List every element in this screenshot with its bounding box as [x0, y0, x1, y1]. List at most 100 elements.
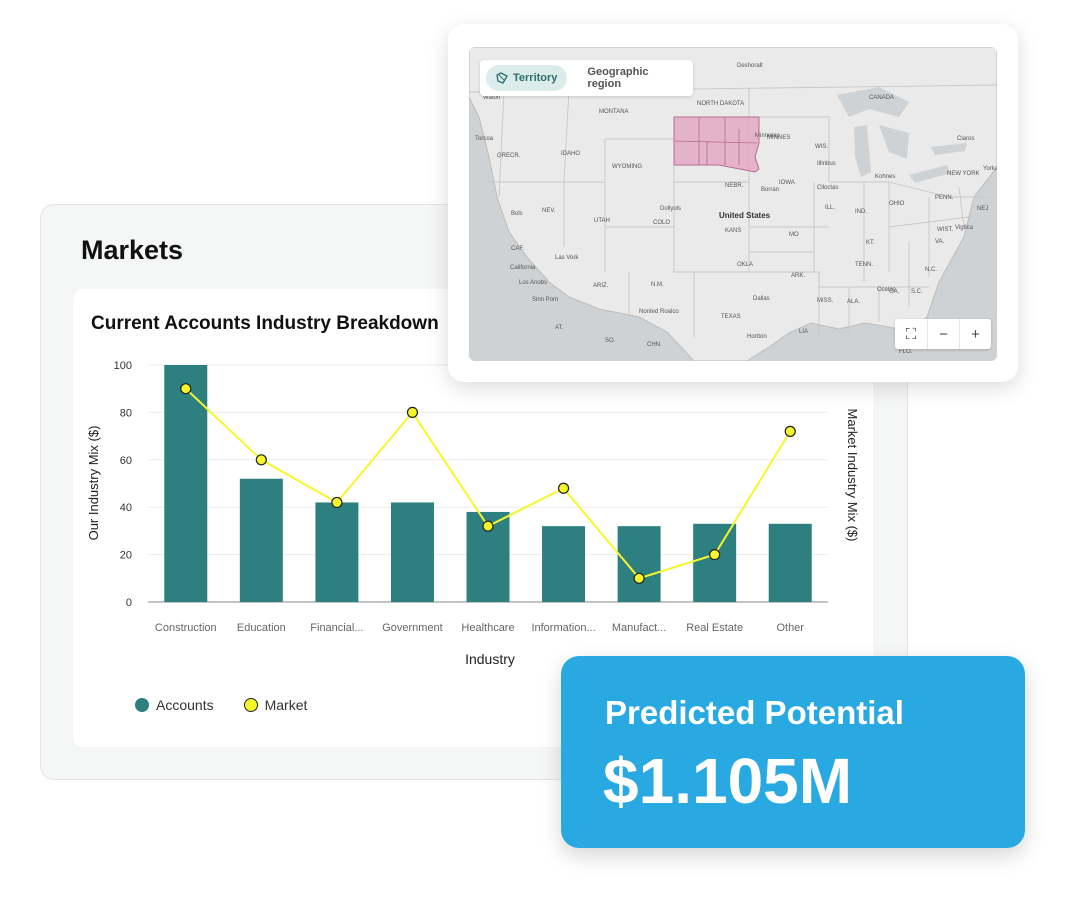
map-place-label: Minnerac [755, 133, 780, 139]
y-axis-label: Our Industry Mix ($) [86, 426, 101, 541]
map-place-label: Claros [957, 136, 974, 142]
y-tick-label: 40 [120, 502, 132, 514]
map-place-label: Torcoa [475, 136, 494, 142]
accounts-swatch-icon [135, 698, 149, 712]
bar-6 [542, 526, 586, 602]
map-place-label: ARK. [791, 273, 805, 279]
map-place-label: CANADA [869, 95, 894, 101]
map-place-label: GRECR. [497, 153, 521, 159]
lake-ontario [931, 143, 967, 155]
bar-4 [390, 502, 434, 602]
map-place-label: IND. [855, 209, 867, 215]
territory-map[interactable]: CANADA Deshoralt Waton MONTANA NORTH DAKOTA M… [469, 47, 997, 361]
tab-geographic-region[interactable]: Geographic region [577, 65, 687, 91]
bar-9 [768, 523, 812, 602]
map-place-label: Las Vork [555, 255, 579, 261]
fit-bounds-button[interactable]: ⛶ [895, 319, 927, 349]
state-border [673, 182, 749, 273]
predicted-potential-label: Predicted Potential [605, 694, 904, 731]
x-tick-label: Healthcare [461, 622, 514, 634]
market-point-7 [633, 572, 645, 584]
map-place-label: FLO. [899, 349, 913, 355]
lake-michigan [854, 125, 871, 177]
map-place-label: California [510, 265, 536, 271]
state-border [888, 181, 989, 198]
map-place-label: IDAHO [561, 151, 580, 157]
map-place-label: ILL. [825, 205, 835, 211]
map-place-label: Hortton [747, 334, 767, 340]
map-place-label: OKLA [737, 262, 753, 268]
map-place-label: NEBR. [725, 183, 744, 189]
chart-title: Current Accounts Industry Breakdown [91, 313, 439, 334]
legend-label-market: Market [264, 697, 308, 713]
state-border [958, 186, 965, 228]
map-place-label: MO [789, 232, 799, 238]
predicted-potential-card: Predicted Potential $1.105M [561, 656, 1025, 848]
x-tick-label: Construction [155, 622, 217, 634]
map-view-toggle: Territory Geographic region [480, 60, 693, 96]
x-tick-label: Real Estate [686, 622, 743, 634]
legend-item-accounts[interactable]: Accounts [135, 697, 214, 713]
territory-subdivision [673, 117, 758, 165]
lake-erie [909, 165, 951, 183]
market-point-5 [482, 520, 494, 532]
map-place-label: MISS. [817, 298, 834, 304]
legend-item-market[interactable]: Market [243, 697, 308, 713]
x-tick-label: Other [776, 622, 804, 634]
market-point-9 [784, 425, 796, 437]
map-place-label: CAF. [511, 246, 524, 252]
bar-1 [164, 365, 208, 602]
y-tick-label: 60 [120, 455, 132, 467]
tab-territory[interactable]: Territory [486, 65, 568, 91]
map-place-label: KANS [725, 228, 741, 234]
map-place-label: TENN. [855, 262, 873, 268]
market-point-2 [255, 454, 267, 466]
x-tick-label: Manufact... [612, 622, 666, 634]
bar-2 [239, 478, 283, 602]
x-tick-label: Financial... [310, 622, 363, 634]
bar-3 [315, 502, 359, 602]
map-place-label: GA. [889, 289, 900, 295]
map-place-label: UTAH [594, 218, 610, 224]
map-place-label: CHN. [647, 342, 662, 348]
market-point-8 [709, 549, 721, 561]
map-place-label: AT. [555, 325, 564, 331]
zoom-in-button[interactable]: + [959, 319, 991, 349]
map-place-label: MONTANA [599, 109, 629, 115]
market-swatch-icon [243, 698, 258, 712]
legend-label-accounts: Accounts [156, 697, 214, 713]
map-place-label: SO. [605, 338, 616, 344]
map-place-label: Sinn Porn [532, 297, 558, 303]
map-place-label: S.C. [911, 289, 923, 295]
map-place-label: Dallas [753, 296, 770, 302]
map-place-label: OHIO [889, 201, 905, 207]
chart-legend: Accounts Market [135, 697, 307, 713]
map-place-label: NEW YORK [947, 171, 980, 177]
state-border [749, 271, 820, 337]
map-place-label: Kohnes [875, 174, 895, 180]
map-place-label: Yorka [983, 166, 997, 172]
map-place-label: NEV. [542, 208, 556, 214]
state-border [759, 116, 830, 182]
map-place-label: MINNES [767, 135, 790, 141]
map-place-label: United States [719, 211, 771, 220]
state-border [498, 91, 505, 198]
map-place-label: COLO [653, 220, 670, 226]
x-axis-label: Industry [465, 651, 515, 667]
y2-axis-label: Market Industry Mix ($) [845, 409, 860, 542]
tab-geographic-region-label: Geographic region [587, 66, 649, 90]
map-place-label: LIA [799, 329, 808, 335]
map-place-label: VA. [935, 239, 945, 245]
market-point-4 [406, 406, 419, 419]
us-map[interactable]: CANADA Deshoralt Waton MONTANA NORTH DAKOTA M… [469, 47, 997, 361]
map-place-label: ALA. [847, 299, 860, 305]
fit-bounds-icon: ⛶ [905, 325, 917, 343]
zoom-out-button[interactable]: − [927, 319, 959, 349]
territory-icon [496, 72, 508, 84]
lake-superior [837, 87, 909, 117]
map-place-label: Dollyols [660, 206, 681, 212]
tab-territory-label: Territory [513, 72, 558, 84]
zoom-out-icon: − [939, 325, 948, 343]
y-tick-label: 80 [120, 407, 132, 419]
lake-huron [879, 125, 909, 159]
